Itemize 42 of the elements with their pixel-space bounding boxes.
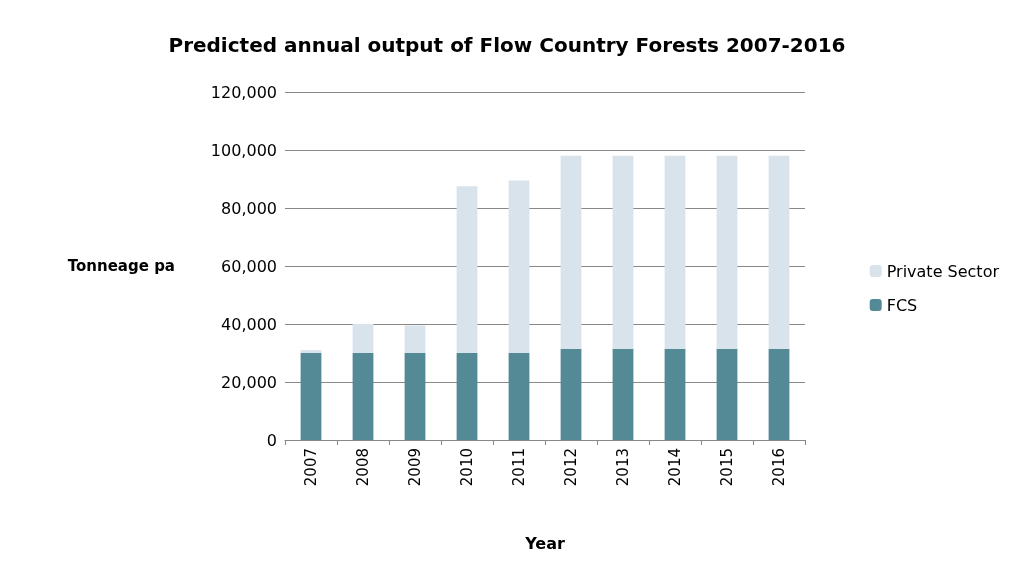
bar [508,180,530,353]
x-tick-label: 2015 [718,448,736,487]
x-tick-label: 2016 [770,448,788,487]
x-tick-label: 2013 [614,448,632,487]
bar [456,186,478,353]
bar [404,353,426,440]
bar [300,353,322,440]
bar [716,348,738,440]
bar [560,348,582,440]
y-tick-label: 120,000 [210,82,277,102]
x-tick-label: 2012 [562,448,580,487]
y-tick-label: 80,000 [221,198,277,218]
x-tick-label: 2007 [302,448,320,487]
bar [664,348,686,440]
bar [768,155,790,349]
bar [352,353,374,440]
bar [300,350,322,353]
x-tick-label: 2010 [458,448,476,487]
bar [508,353,530,440]
y-tick-label: 20,000 [221,372,277,392]
bar [560,155,582,349]
bar [716,155,738,349]
y-tick-label: 0 [266,430,277,450]
x-tick-label: 2011 [510,448,528,487]
bar [664,155,686,349]
chart-title: Predicted annual output of Flow Country Forests 2007-2016 [168,33,846,57]
x-tick-label: 2014 [666,448,684,487]
bar [456,353,478,440]
y-tick-label: 100,000 [210,140,277,160]
x-tick-label: 2008 [354,448,372,487]
y-tick-label: 40,000 [221,314,277,334]
x-axis-title: Year [524,533,565,553]
bar [768,348,790,440]
legend-label: Private Sector [886,261,1000,281]
bar [404,325,426,353]
x-tick-label: 2009 [406,448,424,487]
legend-label: FCS [886,295,918,315]
bar [612,348,634,440]
y-axis-title: Tonneage pa [67,257,175,275]
bar [612,155,634,349]
bar [352,324,374,353]
y-tick-label: 60,000 [221,256,277,276]
